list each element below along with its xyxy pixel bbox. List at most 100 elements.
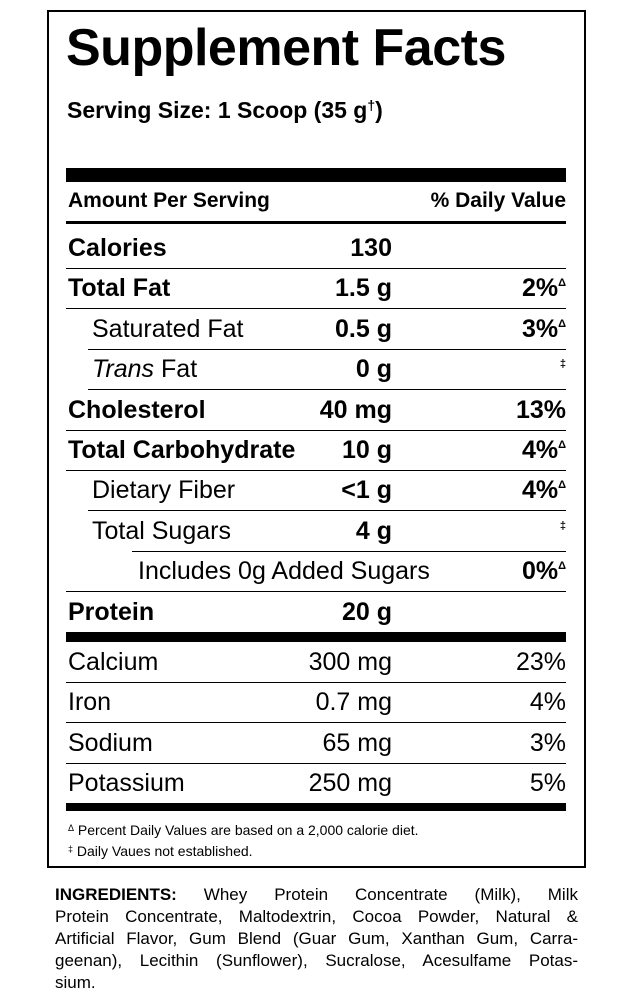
row-rule	[88, 510, 566, 512]
nutrient-name-text: Total Sugars	[92, 516, 231, 545]
nutrient-name-text: Dietary Fiber	[92, 476, 236, 505]
nutrient-row: Calcium 300 mg 23%	[66, 642, 566, 682]
nutrient-row: Potassium 250 mg 5%	[66, 763, 566, 803]
thick-rule	[66, 168, 566, 182]
nutrient-name: Potassium	[68, 763, 185, 803]
footnote-text: Percent Daily Values are based on a 2,00…	[77, 822, 419, 838]
nutrient-amount: 250 mg	[308, 769, 392, 798]
header-left: Amount Per Serving	[68, 189, 270, 212]
row-rule	[66, 722, 566, 724]
nutrient-name-text: Iron	[68, 688, 112, 717]
daily-value: 0%Δ	[522, 551, 566, 596]
daily-value: ‡	[560, 349, 566, 394]
daily-value-text: 13%	[515, 395, 566, 424]
daily-value-text: 4%	[521, 476, 559, 505]
row-rule	[66, 429, 566, 431]
nutrient-row: Trans Fat 0 g ‡	[66, 349, 566, 389]
nutrient-row: Includes 0g Added Sugars 0%Δ	[66, 551, 566, 591]
daily-value: 4%	[530, 682, 566, 722]
thick-rule	[66, 803, 566, 811]
footnote-text: Daily Vaues not established.	[76, 843, 253, 859]
nutrient-row: Calories 130	[66, 228, 566, 268]
daily-value: 5%	[530, 763, 566, 803]
nutrient-row: Saturated Fat 0.5 g 3%Δ	[66, 309, 566, 349]
serving-text: Serving Size: 1 Scoop (35 g	[67, 97, 368, 123]
nutrient-name-text: Total Fat	[68, 274, 171, 303]
row-rule	[132, 550, 566, 552]
nutrient-amount: 1.5 g	[335, 274, 392, 303]
nutrient-name: Total Fat	[68, 268, 170, 308]
nutrient-name: Calcium	[68, 642, 158, 682]
ingredients: INGREDIENTS: Whey Protein Concentrate (M…	[55, 884, 578, 994]
serving-size: Serving Size: 1 Scoop (35 g†)	[67, 97, 383, 124]
nutrient-row: Protein 20 g	[66, 592, 566, 632]
footnote: Δ Percent Daily Values are based on a 2,…	[68, 822, 419, 838]
nutrient-amount: 20 g	[341, 597, 392, 626]
nutrient-name: Dietary Fiber	[92, 470, 235, 510]
nutrient-amount: 130	[350, 234, 392, 262]
nutrient-name: Sodium	[68, 723, 153, 763]
nutrient-row: Iron 0.7 mg 4%	[66, 682, 566, 722]
nutrient-amount: 0 g	[355, 355, 392, 384]
daily-value: 13%	[516, 390, 566, 430]
nutrient-amount: 0.5 g	[335, 314, 392, 343]
nutrient-amount: <1 g	[341, 476, 392, 505]
daily-value-mark: ‡	[559, 519, 566, 532]
ingredients-line: INGREDIENTS: Whey Protein Concentrate (M…	[55, 884, 578, 906]
nutrient-name-text: Cholesterol	[68, 395, 206, 424]
nutrient-row: Sodium 65 mg 3%	[66, 723, 566, 763]
serving-mark: †	[367, 97, 376, 113]
daily-value: 3%Δ	[522, 309, 566, 354]
row-rule	[88, 348, 566, 350]
ingredients-text: Protein Concentrate, Maltodextrin, Cocoa…	[55, 907, 578, 926]
daily-value-mark: ‡	[559, 358, 566, 371]
nutrient-amount: 300 mg	[308, 648, 392, 676]
ingredients-line: Protein Concentrate, Maltodextrin, Cocoa…	[55, 906, 578, 928]
row-rule	[66, 470, 566, 471]
daily-value-text: 3%	[529, 728, 566, 757]
row-rule	[66, 682, 566, 683]
facts-box	[47, 10, 586, 868]
row-rule	[66, 268, 566, 269]
daily-value-text: 2%	[521, 274, 559, 303]
nutrient-name: Total Carbohydrate	[68, 430, 295, 470]
daily-value: ‡	[560, 511, 566, 556]
row-rule	[88, 389, 566, 391]
row-rule	[66, 591, 566, 593]
nutrient-name-italic: Trans	[92, 355, 155, 384]
ingredients-text: geenan), Lecithin (Sunflower), Sucralose…	[55, 951, 578, 970]
footnote: ‡ Daily Vaues not established.	[68, 843, 253, 859]
ingredients-line: sium.	[55, 972, 578, 994]
nutrient-name: Protein	[68, 592, 154, 632]
daily-value-text: 3%	[521, 314, 559, 343]
footnote-mark: ‡	[68, 844, 74, 854]
nutrient-row: Total Carbohydrate 10 g 4%Δ	[66, 430, 566, 470]
daily-value-mark: Δ	[558, 479, 566, 492]
daily-value: 4%Δ	[522, 430, 566, 475]
nutrient-amount: 10 g	[341, 436, 392, 464]
header-right: % Daily Value	[430, 189, 566, 212]
ingredients-label: INGREDIENTS:	[55, 885, 177, 904]
nutrient-name: Cholesterol	[68, 390, 206, 430]
nutrient-amount: 0.7 mg	[315, 688, 392, 717]
daily-value-text: 5%	[529, 769, 566, 798]
nutrient-name-text: Calories	[68, 234, 167, 262]
ingredients-line: geenan), Lecithin (Sunflower), Sucralose…	[55, 950, 578, 972]
nutrient-name-text: Potassium	[68, 769, 185, 798]
daily-value-text: 0%	[521, 557, 559, 586]
nutrient-name-text: Fat	[161, 355, 198, 384]
nutrient-row: Total Fat 1.5 g 2%Δ	[66, 268, 566, 308]
nutrient-name-text: Includes 0g Added Sugars	[138, 557, 430, 586]
ingredients-text: Whey Protein Concentrate (Milk), Milk	[203, 885, 578, 904]
nutrient-row: Dietary Fiber <1 g 4%Δ	[66, 470, 566, 510]
daily-value: 4%Δ	[522, 470, 566, 515]
nutrient-amount: 40 mg	[319, 395, 392, 424]
nutrient-name: Includes 0g Added Sugars	[138, 551, 430, 591]
daily-value-text: 4%	[529, 688, 566, 717]
row-rule	[66, 762, 566, 764]
nutrient-name-text: Sodium	[68, 728, 153, 757]
daily-value-mark: Δ	[558, 560, 566, 573]
thick-rule	[66, 632, 566, 642]
